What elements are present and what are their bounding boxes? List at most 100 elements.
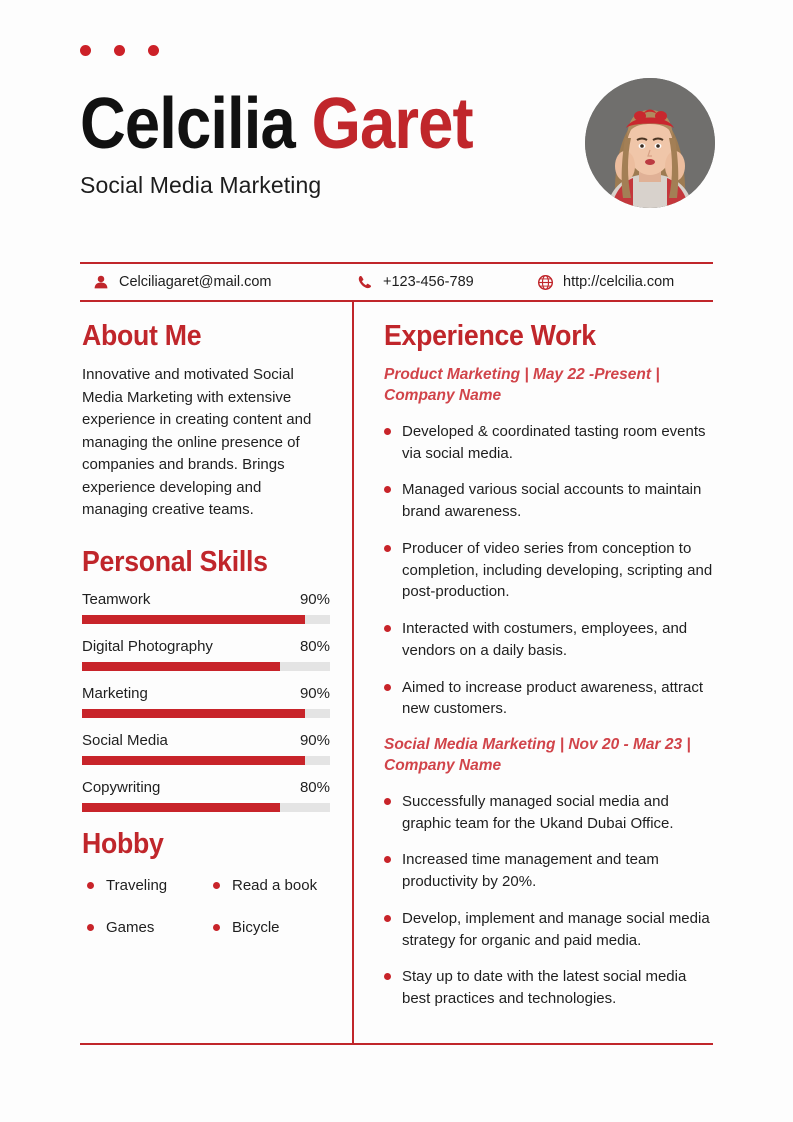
- bullet-dot-icon: [384, 856, 391, 864]
- left-column: About Me Innovative and motivated Social…: [82, 322, 330, 936]
- decorative-dots: [80, 45, 159, 56]
- skill-label: Marketing: [82, 684, 148, 702]
- contact-email[interactable]: Celciliagaret@mail.com: [92, 273, 356, 291]
- job-subtitle: Social Media Marketing: [80, 172, 322, 198]
- contact-website-text: http://celcilia.com: [563, 274, 675, 290]
- contact-bar: Celciliagaret@mail.com +123-456-789 http…: [80, 262, 713, 302]
- job-bullet-item: Producer of video series from conception…: [384, 538, 714, 603]
- hobby-label: Bicycle: [232, 918, 280, 936]
- skill-item: Social Media 90%: [82, 732, 330, 765]
- bottom-divider: [80, 1043, 713, 1045]
- job-bullet-text: Developed & coordinated tasting room eve…: [402, 422, 706, 462]
- job-title: Social Media Marketing | Nov 20 - Mar 23…: [384, 736, 691, 775]
- job-bullet-item: Develop, implement and manage social med…: [384, 908, 714, 952]
- job-bullet-item: Interacted with costumers, employees, an…: [384, 618, 714, 662]
- full-name: Celcilia Garet: [80, 88, 637, 160]
- hobby-item: Bicycle: [208, 919, 330, 936]
- skill-percent: 90%: [299, 731, 330, 749]
- skill-progress-track: [82, 661, 330, 671]
- job-bullet-text: Managed various social accounts to maint…: [402, 481, 702, 521]
- bullet-dot-icon: [384, 683, 391, 691]
- experience-section: Experience Work Product Marketing | May …: [384, 322, 714, 1010]
- skill-item: Teamwork 90%: [82, 591, 330, 624]
- job-bullet-item: Aimed to increase product awareness, att…: [384, 677, 714, 721]
- portrait-illustration: [585, 78, 715, 208]
- jobs-list: Product Marketing | May 22 -Present | Co…: [384, 365, 714, 1010]
- globe-icon: [536, 273, 554, 291]
- bullet-dot-icon: [87, 923, 94, 931]
- skill-label: Teamwork: [82, 590, 151, 608]
- bullet-dot-icon: [384, 544, 391, 552]
- skill-label: Social Media: [82, 731, 168, 749]
- dot-icon: [148, 45, 159, 56]
- hobby-label: Traveling: [106, 876, 168, 894]
- hobby-section: Hobby Traveling Read a book Games Bicycle: [82, 827, 330, 936]
- job-title: Product Marketing | May 22 -Present | Co…: [384, 366, 660, 404]
- job-bullet-text: Develop, implement and manage social med…: [402, 909, 710, 949]
- bullet-dot-icon: [384, 914, 391, 922]
- avatar: [585, 78, 715, 208]
- bullet-dot-icon: [213, 923, 220, 931]
- job-bullet-item: Developed & coordinated tasting room eve…: [384, 421, 714, 465]
- skill-progress-fill: [82, 661, 281, 671]
- bullet-dot-icon: [384, 973, 391, 981]
- contact-email-text: Celciliagaret@mail.com: [119, 274, 272, 290]
- skill-percent: 90%: [299, 684, 330, 702]
- job-bullet-text: Producer of video series from conception…: [402, 539, 713, 601]
- job-bullets: Successfully managed social media and gr…: [384, 791, 714, 1010]
- first-name: Celcilia: [80, 84, 296, 164]
- skill-label: Digital Photography: [82, 637, 213, 655]
- skill-progress-fill: [82, 755, 306, 765]
- hobby-item: Traveling: [82, 877, 208, 894]
- skill-percent: 90%: [299, 590, 330, 608]
- resume-header: Celcilia Garet Social Media Marketing: [80, 88, 713, 218]
- skill-progress-track: [82, 802, 330, 812]
- job-bullets: Developed & coordinated tasting room eve…: [384, 421, 714, 720]
- person-icon: [92, 273, 110, 291]
- job-bullet-item: Increased time management and team produ…: [384, 849, 714, 893]
- job-bullet-text: Interacted with costumers, employees, an…: [402, 620, 688, 659]
- skill-label: Copywriting: [82, 778, 161, 796]
- skill-progress-fill: [82, 708, 306, 718]
- job-bullet-text: Stay up to date with the latest social m…: [402, 968, 687, 1008]
- bullet-dot-icon: [87, 881, 94, 889]
- skill-percent: 80%: [299, 778, 330, 796]
- experience-heading: Experience Work: [384, 320, 596, 352]
- hobby-list: Traveling Read a book Games Bicycle: [82, 877, 330, 936]
- job-bullet-text: Successfully managed social media and gr…: [402, 792, 674, 832]
- last-name: Garet: [311, 84, 474, 164]
- skill-item: Marketing 90%: [82, 685, 330, 718]
- about-heading: About Me: [82, 320, 202, 352]
- job-bullet-item: Stay up to date with the latest social m…: [384, 966, 714, 1010]
- bullet-dot-icon: [384, 797, 391, 805]
- bullet-dot-icon: [213, 881, 220, 889]
- phone-icon: [356, 273, 374, 291]
- contact-phone-text: +123-456-789: [383, 274, 474, 290]
- dot-icon: [114, 45, 125, 56]
- hobby-label: Read a book: [232, 876, 318, 894]
- skills-list: Teamwork 90% Digital Photography 80% Marketi…: [82, 591, 330, 812]
- skill-progress-fill: [82, 614, 306, 624]
- skill-progress-track: [82, 708, 330, 718]
- bullet-dot-icon: [384, 625, 391, 633]
- about-text: Innovative and motivated Social Media Ma…: [82, 366, 312, 518]
- bullet-dot-icon: [384, 427, 391, 435]
- skill-item: Digital Photography 80%: [82, 638, 330, 671]
- column-divider: [352, 302, 354, 1044]
- hobby-heading: Hobby: [82, 827, 164, 860]
- job-bullet-text: Aimed to increase product awareness, att…: [402, 678, 703, 718]
- hobby-item: Read a book: [208, 877, 330, 894]
- hobby-item: Games: [82, 919, 208, 936]
- about-section: About Me Innovative and motivated Social…: [82, 322, 330, 522]
- contact-website[interactable]: http://celcilia.com: [536, 273, 674, 291]
- contact-phone[interactable]: +123-456-789: [356, 273, 536, 291]
- skill-progress-track: [82, 614, 330, 624]
- hobby-label: Games: [106, 918, 155, 936]
- job-bullet-text: Increased time management and team produ…: [402, 851, 659, 891]
- skills-heading: Personal Skills: [82, 545, 268, 578]
- skill-item: Copywriting 80%: [82, 779, 330, 812]
- job-bullet-item: Successfully managed social media and gr…: [384, 791, 714, 835]
- skills-section: Personal Skills Teamwork 90% Digital Photo…: [82, 545, 330, 812]
- dot-icon: [80, 45, 91, 56]
- job-bullet-item: Managed various social accounts to maint…: [384, 479, 714, 523]
